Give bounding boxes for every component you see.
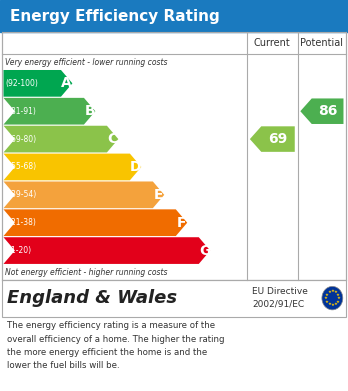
Polygon shape	[3, 98, 95, 125]
Text: ★: ★	[327, 290, 331, 294]
Text: ★: ★	[330, 303, 334, 307]
Bar	[2, 32, 346, 280]
Text: (69-80): (69-80)	[9, 135, 37, 143]
Text: Not energy efficient - higher running costs: Not energy efficient - higher running co…	[5, 267, 168, 277]
Text: The energy efficiency rating is a measure of the
overall efficiency of a home. T: The energy efficiency rating is a measur…	[7, 321, 224, 370]
Text: ★: ★	[333, 302, 338, 306]
Text: C: C	[108, 132, 118, 146]
Polygon shape	[3, 154, 141, 180]
Text: G: G	[199, 244, 210, 258]
Circle shape	[322, 286, 343, 310]
Polygon shape	[3, 209, 187, 236]
Text: England & Wales: England & Wales	[7, 289, 177, 307]
Text: (1-20): (1-20)	[9, 246, 32, 255]
Polygon shape	[3, 126, 118, 152]
Text: Current: Current	[254, 38, 291, 48]
Polygon shape	[3, 181, 164, 208]
Bar	[2, 280, 346, 317]
Text: Potential: Potential	[300, 38, 343, 48]
Text: (81-91): (81-91)	[9, 107, 37, 116]
Text: ★: ★	[333, 290, 338, 294]
Text: 69: 69	[268, 132, 288, 146]
Text: ★: ★	[336, 300, 340, 304]
Polygon shape	[3, 237, 210, 264]
Polygon shape	[300, 99, 343, 124]
Text: Very energy efficient - lower running costs: Very energy efficient - lower running co…	[5, 58, 168, 67]
Polygon shape	[3, 70, 72, 97]
Text: B: B	[84, 104, 95, 118]
Text: ★: ★	[325, 300, 329, 304]
Text: Energy Efficiency Rating: Energy Efficiency Rating	[10, 9, 220, 23]
Text: ★: ★	[324, 296, 328, 300]
Text: ★: ★	[336, 292, 340, 297]
Text: A: A	[61, 76, 72, 90]
Text: (21-38): (21-38)	[9, 218, 37, 227]
Text: ★: ★	[327, 302, 331, 306]
Text: (39-54): (39-54)	[9, 190, 37, 199]
Text: EU Directive
2002/91/EC: EU Directive 2002/91/EC	[252, 287, 308, 309]
Text: D: D	[130, 160, 141, 174]
Text: ★: ★	[330, 289, 334, 293]
Text: ★: ★	[337, 296, 341, 300]
Text: ★: ★	[325, 292, 329, 297]
Text: (55-68): (55-68)	[9, 162, 37, 172]
Text: F: F	[177, 216, 186, 230]
Text: 86: 86	[318, 104, 337, 118]
Text: E: E	[154, 188, 163, 202]
Text: (92-100): (92-100)	[5, 79, 38, 88]
Bar	[0, 0, 348, 32]
Polygon shape	[250, 126, 295, 152]
